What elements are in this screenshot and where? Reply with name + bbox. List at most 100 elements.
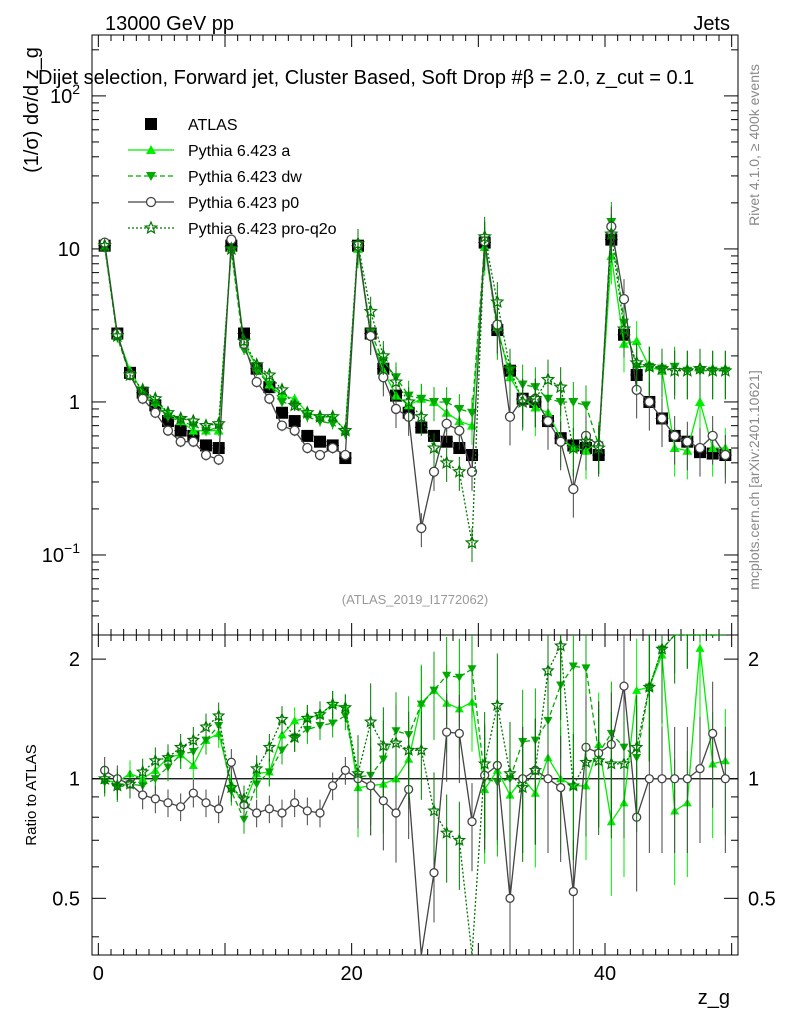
- ratio-tick-label-right: 2: [748, 649, 759, 671]
- data-point-pythia-6-423-p0: [707, 430, 718, 442]
- data-point-pythia-6-423-pro-q2o: [566, 440, 581, 455]
- data-point-pythia-6-423-p0: [390, 403, 402, 415]
- data-point-pythia-6-423-p0: [720, 449, 731, 461]
- data-point-pythia-6-423-pro-q2o: [160, 405, 176, 419]
- data-point-pythia-6-423-pro-q2o: [262, 367, 277, 382]
- ratio-point-pythia-6-423-dw: [442, 671, 452, 680]
- ratio-point-pythia-6-423-pro-q2o: [642, 680, 657, 693]
- ratio-point-pythia-6-423-pro-q2o: [541, 663, 555, 677]
- series-pythia-6-423-p0: [99, 206, 731, 548]
- data-point-pythia-6-423-p0: [314, 449, 326, 461]
- ratio-point-pythia-6-423-pro-q2o: [515, 780, 530, 794]
- ratio-point-pythia-6-423-pro-q2o: [186, 733, 201, 746]
- data-point-pythia-6-423-p0: [542, 415, 554, 427]
- data-point-pythia-6-423-dw: [277, 397, 287, 407]
- ratio-point-pythia-6-423-p0: [682, 774, 692, 784]
- data-point-pythia-6-423-a: [631, 336, 642, 346]
- data-point-pythia-6-423-pro-q2o: [616, 321, 632, 336]
- y-tick-label: 10−1: [42, 540, 80, 567]
- ratio-point-pythia-6-423-p0: [543, 774, 553, 784]
- data-point-pythia-6-423-pro-q2o: [502, 361, 518, 375]
- data-point-pythia-6-423-pro-q2o: [718, 363, 733, 377]
- ratio-point-pythia-6-423-p0: [556, 782, 566, 793]
- data-point-pythia-6-423-pro-q2o: [705, 363, 720, 377]
- data-point-pythia-6-423-p0: [175, 436, 186, 447]
- data-point-pythia-6-423-pro-q2o: [338, 423, 353, 437]
- data-point-pythia-6-423-p0: [365, 330, 376, 342]
- data-point-pythia-6-423-a: [695, 396, 705, 406]
- ratio-point-pythia-6-423-p0: [366, 781, 376, 791]
- data-point-pythia-6-423-pro-q2o: [642, 359, 657, 373]
- category-label: Jets: [693, 13, 730, 35]
- ratio-point-pythia-6-423-dw: [150, 775, 160, 784]
- ratio-point-pythia-6-423-pro-q2o: [401, 743, 416, 756]
- data-point-pythia-6-423-pro-q2o: [388, 374, 404, 389]
- y-axis-label: (1/σ) dσ/d z_g: [21, 47, 43, 173]
- y-tick-label: 1: [69, 392, 80, 414]
- ratio-point-pythia-6-423-pro-q2o: [287, 730, 302, 744]
- ratio-point-pythia-6-423-pro-q2o: [148, 753, 163, 767]
- data-point-pythia-6-423-pro-q2o: [186, 413, 201, 428]
- series-layer: [97, 202, 733, 562]
- ratio-point-pythia-6-423-dw: [467, 665, 477, 674]
- data-point-atlas: [174, 424, 187, 437]
- data-point-pythia-6-423-pro-q2o: [414, 409, 429, 423]
- ratio-point-pythia-6-423-p0: [670, 774, 680, 784]
- ratio-tick-label-right: 1: [748, 769, 759, 791]
- data-point-pythia-6-423-p0: [264, 393, 275, 404]
- ratio-point-pythia-6-423-p0: [340, 765, 350, 775]
- data-point-atlas: [301, 429, 314, 442]
- ratio-point-pythia-6-423-pro-q2o: [363, 714, 378, 728]
- data-point-pythia-6-423-p0: [150, 407, 161, 418]
- ratio-point-pythia-6-423-dw: [429, 686, 439, 695]
- ratio-plot-frame: [91, 634, 739, 956]
- data-point-atlas: [288, 415, 301, 428]
- legend-label-pythia-6-423-p0: Pythia 6.423 p0: [188, 195, 299, 212]
- ratio-point-pythia-6-423-pro-q2o: [123, 776, 137, 790]
- ratio-point-pythia-6-423-dw: [454, 673, 464, 682]
- ratio-point-pythia-6-423-dw: [581, 664, 591, 673]
- legend-marker-pythia-6-423-dw: [146, 172, 156, 181]
- ratio-point-pythia-6-423-pro-q2o: [655, 642, 669, 655]
- ratio-tick-label: 0.5: [52, 888, 80, 910]
- ratio-point-pythia-6-423-p0: [619, 681, 629, 691]
- ratio-point-pythia-6-423-p0: [429, 868, 439, 878]
- data-point-pythia-6-423-p0: [162, 425, 174, 436]
- series-pythia-6-423-pro-q2o: [97, 214, 733, 562]
- chart-title: Dijet selection, Forward jet, Cluster Ba…: [38, 67, 694, 89]
- data-point-pythia-6-423-p0: [302, 442, 313, 454]
- ratio-point-pythia-6-423-a: [277, 730, 287, 739]
- ratio-point-pythia-6-423-p0: [150, 794, 160, 804]
- data-point-pythia-6-423-pro-q2o: [300, 405, 315, 419]
- data-point-pythia-6-423-p0: [200, 449, 212, 461]
- ratio-tick-label: 2: [69, 649, 80, 671]
- ratio-point-pythia-6-423-dw: [264, 768, 274, 777]
- data-point-pythia-6-423-pro-q2o: [680, 363, 695, 377]
- rivet-label: Rivet 4.1.0, ≥ 400k events: [746, 64, 762, 226]
- data-point-pythia-6-423-pro-q2o: [249, 357, 264, 371]
- analysis-id-label: (ATLAS_2019_I1772062): [342, 592, 488, 607]
- ratio-point-pythia-6-423-p0: [644, 774, 654, 784]
- x-axis-label: z_g: [698, 987, 730, 1009]
- data-point-pythia-6-423-dw: [429, 397, 439, 407]
- data-point-pythia-6-423-p0: [618, 293, 630, 305]
- ratio-point-pythia-6-423-p0: [505, 893, 515, 903]
- data-point-pythia-6-423-pro-q2o: [439, 455, 454, 469]
- legend-marker-pythia-6-423-a: [146, 145, 156, 154]
- ratio-point-pythia-6-423-pro-q2o: [275, 712, 289, 726]
- ratio-point-pythia-6-423-p0: [720, 774, 730, 784]
- series-line-pythia-6-423-dw: [104, 221, 726, 446]
- ratio-layer: [97, 634, 730, 956]
- ratio-point-pythia-6-423-p0: [264, 804, 274, 814]
- data-point-pythia-6-423-p0: [568, 483, 579, 495]
- ratio-point-pythia-6-423-pro-q2o: [617, 756, 631, 770]
- ratio-point-pythia-6-423-dw: [239, 815, 249, 824]
- ratio-point-pythia-6-423-p0: [163, 798, 173, 808]
- ratio-point-pythia-6-423-p0: [138, 790, 148, 800]
- ratio-axis-label: Ratio to ATLAS: [23, 744, 40, 845]
- data-point-pythia-6-423-p0: [327, 442, 338, 454]
- data-point-pythia-6-423-dw: [327, 419, 338, 429]
- data-point-pythia-6-423-pro-q2o: [490, 294, 505, 309]
- ratio-point-pythia-6-423-dw: [328, 719, 338, 728]
- data-point-pythia-6-423-pro-q2o: [198, 418, 214, 432]
